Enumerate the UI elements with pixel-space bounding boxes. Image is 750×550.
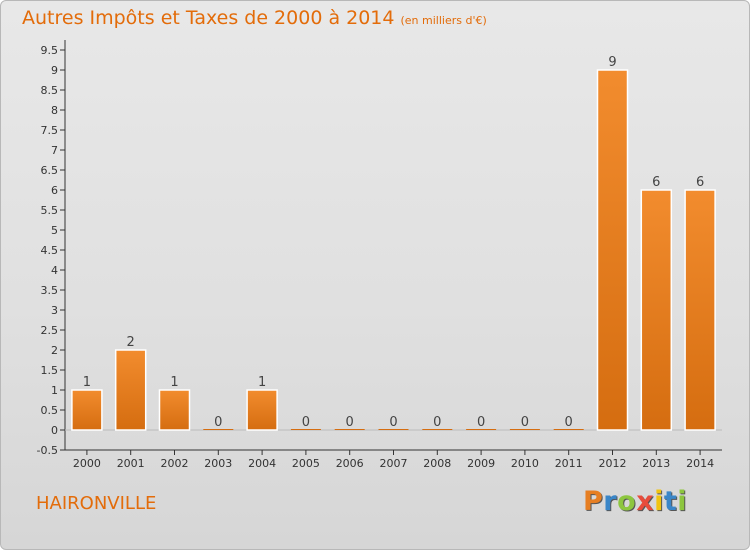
data-label-2009: 0 <box>477 415 485 430</box>
x-tick-label-2001: 2001 <box>117 457 145 470</box>
bar-2006 <box>334 429 365 430</box>
x-tick-label-2004: 2004 <box>248 457 276 470</box>
x-tick-label-2008: 2008 <box>423 457 451 470</box>
y-tick-label: 6 <box>51 184 58 197</box>
y-tick-label: 0 <box>51 424 58 437</box>
chart-title: Autres Impôts et Taxes de 2000 à 2014 (en… <box>22 7 487 29</box>
bar-2014 <box>684 189 716 431</box>
y-tick-label: 2 <box>51 344 58 357</box>
bar-2002 <box>158 389 191 431</box>
logo-letter: i <box>677 486 688 517</box>
data-label-2013: 6 <box>652 175 660 190</box>
x-tick-label-2002: 2002 <box>161 457 189 470</box>
bar-2012 <box>596 69 629 431</box>
y-tick-label: 4 <box>51 264 58 277</box>
y-tick-label: 6.5 <box>41 164 59 177</box>
x-tick-label-2013: 2013 <box>642 457 670 470</box>
data-label-2000: 1 <box>83 375 91 390</box>
bar-2007 <box>378 429 409 430</box>
y-tick-label: 2.5 <box>41 324 59 337</box>
y-tick-label: 1.5 <box>41 364 59 377</box>
y-tick-label: 7.5 <box>41 124 59 137</box>
y-tick-label: 1 <box>51 384 58 397</box>
data-label-2005: 0 <box>302 415 310 430</box>
x-tick-label-2003: 2003 <box>204 457 232 470</box>
x-tick-label-2000: 2000 <box>73 457 101 470</box>
x-tick-label-2011: 2011 <box>555 457 583 470</box>
data-label-2006: 0 <box>346 415 354 430</box>
place-name: HAIRONVILLE <box>36 493 157 514</box>
bar-2009 <box>466 429 497 430</box>
logo-letter: P <box>583 486 604 517</box>
x-tick-label-2014: 2014 <box>686 457 714 470</box>
data-label-2008: 0 <box>433 415 441 430</box>
chart-title-text: Autres Impôts et Taxes de 2000 à 2014 <box>22 7 395 29</box>
data-label-2010: 0 <box>521 415 529 430</box>
data-label-2001: 2 <box>127 335 135 350</box>
data-label-2011: 0 <box>565 415 573 430</box>
bar-2010 <box>509 429 540 430</box>
data-label-2003: 0 <box>214 415 222 430</box>
bar-2000 <box>71 389 103 431</box>
bar-2001 <box>114 349 147 431</box>
data-label-2004: 1 <box>258 375 266 390</box>
data-label-2007: 0 <box>389 415 397 430</box>
bar-2008 <box>422 429 453 430</box>
y-tick-label: 5 <box>51 224 58 237</box>
y-tick-label: 3 <box>51 304 58 317</box>
logo-letter: t <box>663 486 678 517</box>
x-tick-label-2005: 2005 <box>292 457 320 470</box>
y-tick-label: -0.5 <box>37 444 58 457</box>
chart-subtitle: (en milliers d'€) <box>400 14 487 27</box>
y-tick-label: 0.5 <box>41 404 59 417</box>
y-tick-label: 8 <box>51 104 58 117</box>
logo-letter: r <box>603 486 618 517</box>
logo-letter: x <box>636 486 655 517</box>
data-label-2012: 9 <box>608 55 616 70</box>
y-tick-label: 4.5 <box>41 244 59 257</box>
x-tick-label-2012: 2012 <box>599 457 627 470</box>
bar-2003 <box>203 429 234 430</box>
y-tick-label: 9 <box>51 64 58 77</box>
bar-2011 <box>553 429 584 430</box>
bar-2013 <box>640 189 673 431</box>
logo-letter: i <box>654 486 664 517</box>
y-tick-label: 5.5 <box>41 204 59 217</box>
x-tick-label-2007: 2007 <box>380 457 408 470</box>
x-tick-label-2006: 2006 <box>336 457 364 470</box>
proxiti-logo: Proxiti <box>583 486 687 517</box>
y-tick-label: 8.5 <box>41 84 59 97</box>
data-label-2002: 1 <box>170 375 178 390</box>
data-label-2014: 6 <box>696 175 704 190</box>
x-tick-label-2009: 2009 <box>467 457 495 470</box>
logo-letter: o <box>617 486 637 517</box>
y-tick-label: 3.5 <box>41 284 59 297</box>
bar-2004 <box>246 389 278 431</box>
y-tick-label: 9.5 <box>41 44 59 57</box>
bar-2005 <box>290 429 321 430</box>
x-tick-label-2010: 2010 <box>511 457 539 470</box>
y-tick-label: 7 <box>51 144 58 157</box>
